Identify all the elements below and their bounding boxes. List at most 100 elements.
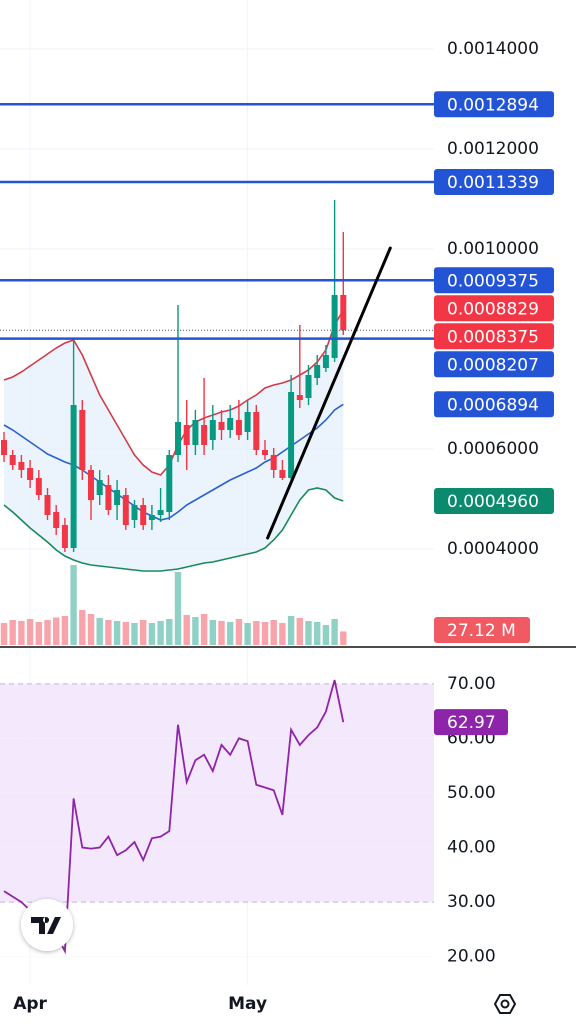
volume-bar [322,625,330,645]
price-label-box [434,267,554,294]
volume-bar [279,623,286,645]
candle-body [288,392,295,478]
volume-label-box [434,617,530,643]
candle-body [140,505,147,525]
candle-body [114,490,121,505]
y-tick-label: 20.00 [447,947,496,967]
volume-bar [53,617,60,645]
volume-bar [0,623,8,645]
candle-body [209,420,216,440]
volume-bar [87,614,95,645]
candle-body [262,450,268,455]
candle-body [305,375,312,398]
candle-body [314,365,321,378]
price-label-box [434,295,554,322]
candle-body [340,295,347,331]
volume-bar [235,619,243,645]
price-label-box [434,488,554,514]
volume-bar [131,623,138,645]
candle-body [105,485,112,510]
y-tick-label: 40.00 [447,838,496,858]
candle-body [96,480,103,495]
candle-body [122,495,129,525]
volume-bar [218,621,225,645]
volume [0,565,347,645]
volume-bar [270,620,277,645]
candle-body [18,462,25,470]
price-label-box [434,169,554,196]
logo[interactable] [21,899,73,951]
y-tick-label: 0.0010000 [447,239,539,259]
volume-bar [44,620,51,645]
band-line [3,309,344,476]
y-tick-label: 0.0006000 [447,439,539,459]
candle-body [27,468,34,480]
volume-bar [209,620,216,645]
candle-body [166,455,173,512]
candle-body [296,395,303,400]
candle-body [44,495,51,515]
price-label: 0.0004960 [447,492,539,512]
candle-body [35,478,42,495]
candle-body [192,420,199,445]
volume-bar [122,622,129,645]
logo-circle [21,899,73,951]
volume-bar [183,615,190,645]
volume-bar [200,614,208,645]
settings-hex [493,994,517,1014]
band-line [3,487,344,572]
price-label: 0.0012894 [447,95,539,115]
volume-bar [26,619,34,645]
candle-body [253,412,260,450]
candle-body [218,422,225,430]
price-label: 0.0008375 [447,327,539,347]
candle-body [322,355,329,368]
price-label: 0.0008829 [447,299,539,319]
band-fill [4,310,344,571]
price-label-box [434,323,554,350]
price-label-box [434,391,554,418]
candle-body [201,425,208,445]
volume-bar [314,622,321,645]
volume-bar [70,565,77,645]
volume-bar [253,621,260,645]
volume-bar [174,572,182,645]
x-tick-label: May [228,994,267,1014]
volume-bar [166,619,173,645]
y-tick-label: 30.00 [447,892,496,912]
candle-body [61,525,68,548]
volume-bar [148,623,156,645]
logo-glyph [31,917,61,934]
candle-body [53,512,60,528]
candles [1,200,347,552]
settings-dot [500,999,510,1009]
candle-body [331,295,338,358]
candle-body [88,470,94,500]
price-label-box [434,351,554,378]
candle-body [1,440,7,455]
y-tick-label: 0.0014000 [447,39,539,59]
volume-bar [227,622,234,645]
candle-body [227,418,234,430]
settings-icon[interactable] [493,994,517,1014]
rsi-label-box [434,709,508,736]
volume-bar [244,623,251,645]
price-label: 0.0006894 [447,395,539,415]
volume-bar [305,621,312,645]
trendline [266,246,392,540]
volume-bar [105,620,112,645]
candle-body [183,425,190,445]
candle-body [235,420,242,435]
volume-label: 27.12 M [447,621,516,641]
y-tick-label: 0.0012000 [447,139,539,159]
y-tick-label: 70.00 [447,674,496,694]
price-label: 0.0011339 [447,173,539,193]
volume-bar [35,622,42,645]
candle-body [175,422,181,455]
volume-bar [192,617,199,645]
volume-bar [140,620,147,645]
volume-bar [157,621,164,645]
y-tick-label: 0.0004000 [447,539,539,559]
